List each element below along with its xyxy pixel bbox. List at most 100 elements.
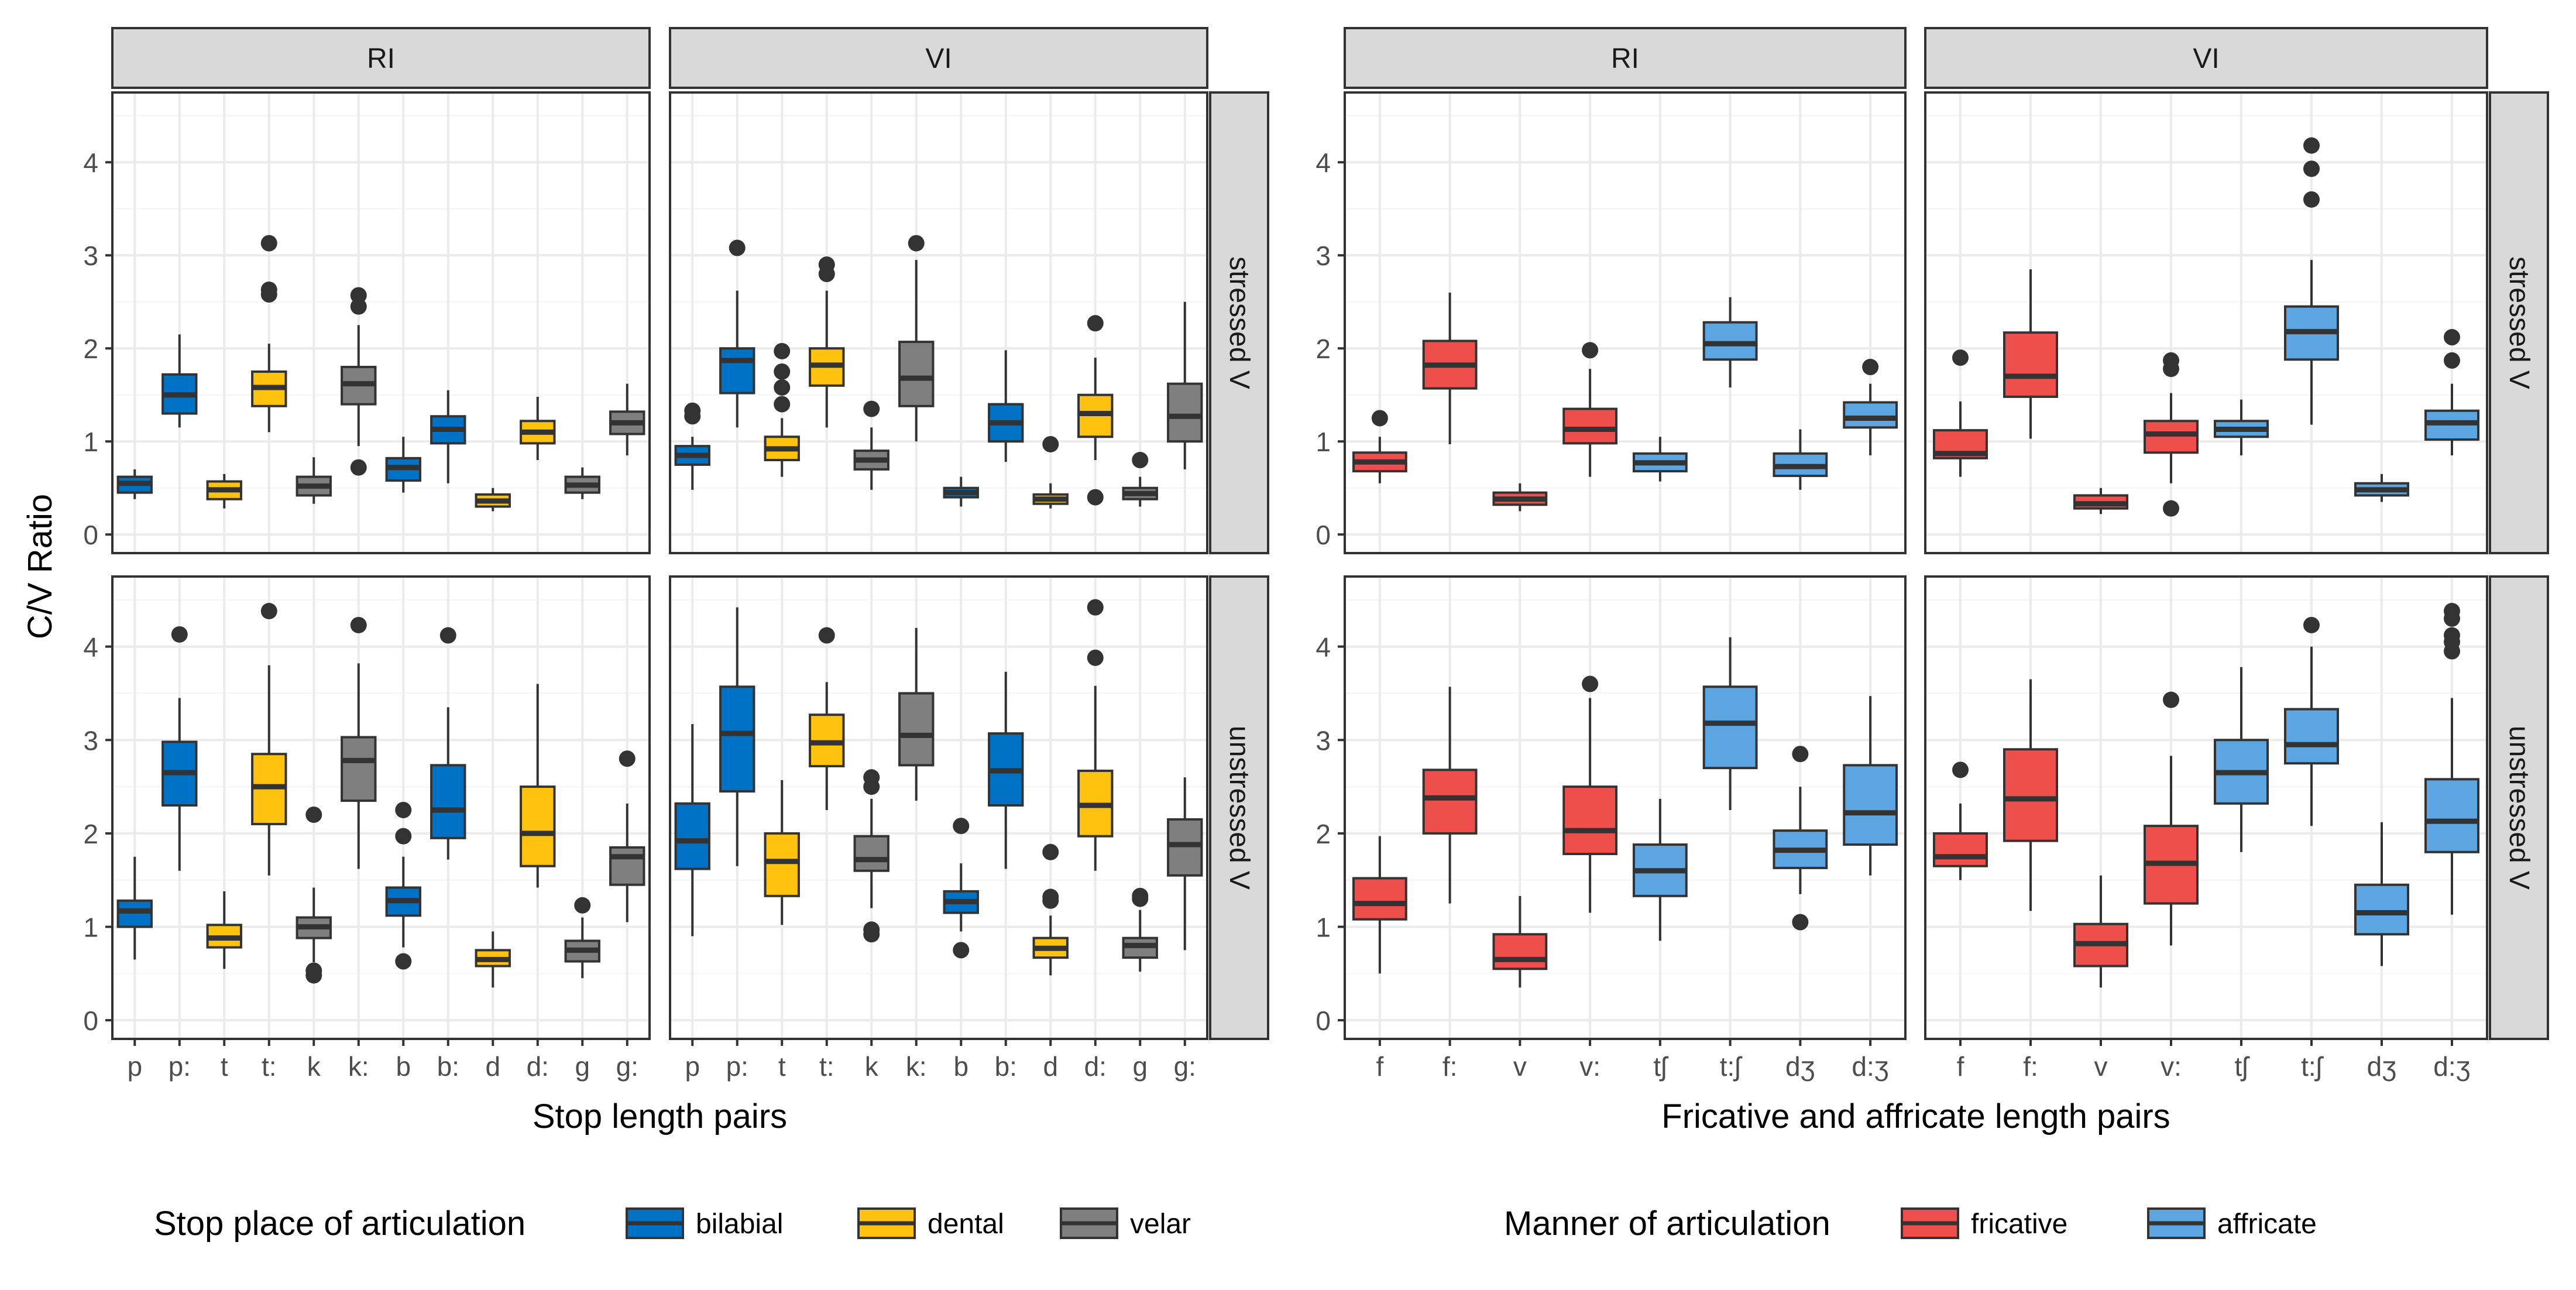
- outlier-point: [574, 897, 591, 914]
- x-tick-label: v:: [1579, 1051, 1600, 1082]
- box-stops-k:: [341, 616, 377, 869]
- box-stops-k:: [341, 287, 377, 476]
- legend-label: bilabial: [696, 1209, 783, 1240]
- box-iqr: [719, 347, 755, 394]
- box-iqr: [764, 832, 800, 897]
- box-stops-g:: [1167, 777, 1203, 951]
- y-tick-label: 1: [1316, 912, 1331, 942]
- box-stops-k: [853, 769, 889, 943]
- outlier-point: [1042, 888, 1059, 905]
- y-tick-label: 3: [83, 241, 98, 271]
- outlier-point: [953, 942, 970, 959]
- box-stops-t: [206, 891, 242, 969]
- outlier-point: [774, 363, 791, 380]
- y-tick-label: 3: [1316, 725, 1331, 756]
- outlier-point: [1582, 675, 1599, 692]
- box-fricatives_affricates-v:: [1562, 342, 1618, 477]
- outlier-point: [2444, 603, 2460, 620]
- outlier-point: [395, 953, 412, 970]
- facet-strip-fricatives_affricates-row-0: [2489, 91, 2549, 554]
- outlier-point: [1042, 843, 1059, 860]
- outlier-point: [1087, 315, 1104, 332]
- box-fricatives_affricates-f:: [1422, 292, 1478, 444]
- box-iqr: [1167, 818, 1203, 877]
- outlier-point: [2163, 691, 2179, 708]
- outlier-point: [2444, 352, 2460, 369]
- y-tick-label: 1: [83, 912, 98, 942]
- outlier-point: [684, 402, 701, 419]
- legend-label: velar: [1130, 1209, 1191, 1240]
- outlier-point: [305, 806, 322, 823]
- outlier-point: [260, 282, 277, 299]
- box-iqr: [1562, 407, 1618, 445]
- y-tick-label: 0: [1316, 520, 1331, 550]
- outlier-point: [774, 396, 791, 413]
- y-tick-label: 2: [1316, 334, 1331, 364]
- y-tick-label: 1: [83, 427, 98, 457]
- outlier-point: [350, 459, 367, 476]
- x-tick-label: f: [1957, 1051, 1964, 1082]
- x-tick-label: k: [307, 1051, 321, 1082]
- box-stops-t: [206, 474, 242, 509]
- panel-background: [670, 577, 1207, 1039]
- outlier-point: [1371, 410, 1388, 427]
- y-tick-label: 4: [1316, 147, 1331, 178]
- outlier-point: [1087, 489, 1104, 506]
- box-iqr: [430, 764, 466, 839]
- x-tick-label: t: [778, 1051, 786, 1082]
- panel-border: [111, 91, 651, 554]
- x-tick-label: t:: [262, 1051, 277, 1082]
- facet-label-row: unstressed V: [2503, 726, 2534, 890]
- facet-label-row: stressed V: [2503, 256, 2534, 389]
- facet-label-row: stressed V: [1224, 256, 1255, 389]
- outlier-point: [1792, 914, 1809, 931]
- x-tick-label: k:: [348, 1051, 369, 1082]
- x-tick-label: t:ʃ: [2301, 1051, 2324, 1082]
- legend-label: dental: [928, 1209, 1004, 1240]
- legend-key-velar: velar: [1060, 1207, 1191, 1240]
- box-stops-g:: [609, 383, 645, 456]
- outlier-point: [1042, 435, 1059, 452]
- box-fricatives_affricates-v: [1492, 483, 1548, 512]
- y-tick-label: 2: [1316, 819, 1331, 849]
- x-tick-label: g: [575, 1051, 590, 1082]
- facet-strip-stops-col-0: [111, 27, 651, 89]
- box-fricatives_affricates-d:ʒ: [2424, 329, 2479, 456]
- panel-stops-0-0: 0 1 2 3 4: [83, 91, 651, 554]
- x-tick-label: b:: [995, 1051, 1017, 1082]
- box-stops-k:: [898, 235, 935, 442]
- panel-fricatives_affricates-1-1: f f: v v: tʃ t:ʃ dʒ d:ʒ: [1924, 575, 2488, 1082]
- outlier-point: [2444, 329, 2460, 346]
- outlier-point: [619, 750, 636, 767]
- box-stops-t: [764, 342, 800, 477]
- outlier-point: [863, 769, 880, 786]
- box-fricatives_affricates-t:ʃ: [1702, 637, 1758, 810]
- box-stops-b:: [988, 350, 1024, 462]
- box-fricatives_affricates-tʃ: [2214, 399, 2269, 456]
- x-axis-title-fricatives_affricates: Fricative and affricate length pairs: [1661, 1097, 2170, 1135]
- legend-key-affricate: affricate: [2147, 1207, 2317, 1240]
- box-fricatives_affricates-tʃ: [1632, 437, 1688, 482]
- box-stops-k: [853, 400, 889, 490]
- x-tick-label: d: [1043, 1051, 1058, 1082]
- panel-border: [669, 575, 1208, 1040]
- box-fricatives_affricates-f: [1352, 836, 1407, 974]
- x-tick-label: b:: [437, 1051, 459, 1082]
- panel-border: [669, 91, 1208, 554]
- outlier-point: [439, 627, 456, 644]
- box-stops-t: [764, 780, 800, 925]
- x-tick-label: t:: [819, 1051, 834, 1082]
- box-fricatives_affricates-f: [1933, 761, 1988, 880]
- box-fricatives_affricates-v: [1492, 896, 1548, 988]
- outlier-point: [818, 627, 835, 644]
- box-iqr: [2003, 748, 2058, 842]
- panel-background: [112, 92, 650, 553]
- box-stops-d: [1032, 435, 1069, 509]
- box-iqr: [1843, 764, 1898, 846]
- box-fricatives_affricates-f:: [2003, 269, 2058, 439]
- box-stops-p: [116, 469, 153, 499]
- box-stops-b: [943, 818, 979, 959]
- outlier-point: [863, 921, 880, 938]
- panel-border: [1344, 575, 1907, 1040]
